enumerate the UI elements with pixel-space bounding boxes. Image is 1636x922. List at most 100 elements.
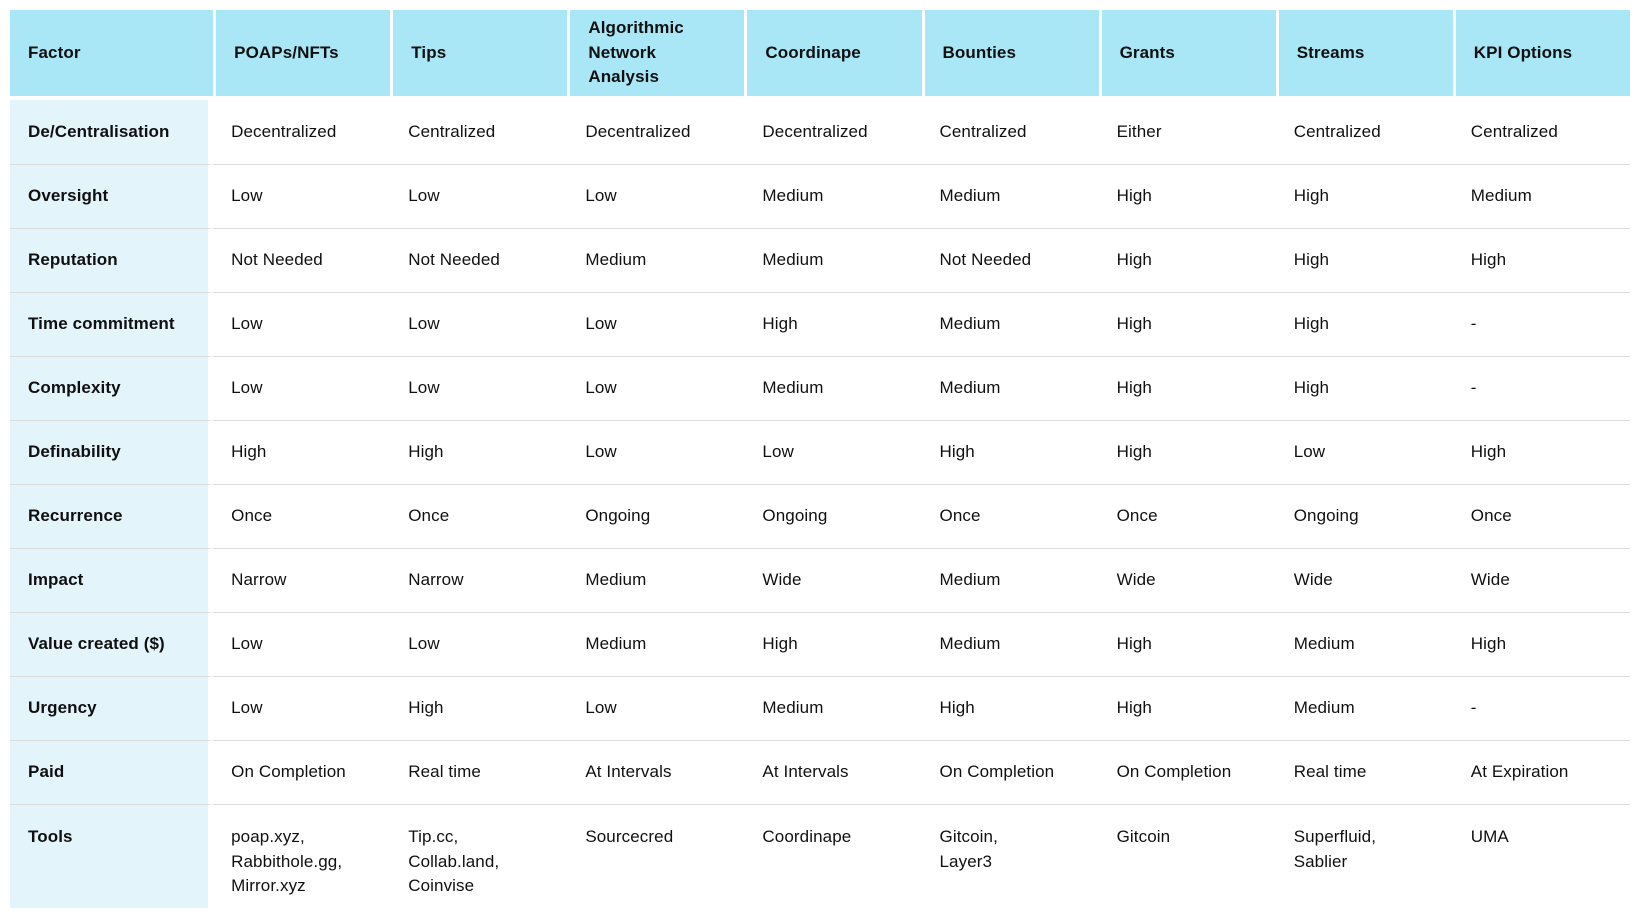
table-cell: Low	[213, 675, 391, 740]
table-cell: Centralized	[921, 99, 1099, 164]
table-cell: High	[744, 611, 922, 676]
table-cell: At Expiration	[1452, 739, 1630, 804]
table-cell: Coordinape	[744, 803, 922, 908]
table-cell: Ongoing	[567, 483, 745, 548]
table-row: Oversight Low Low Low Medium Medium High High Me…	[10, 163, 1630, 228]
table-cell: Low	[213, 291, 391, 356]
table-cell: High	[1098, 611, 1276, 676]
table-cell: Centralized	[1452, 99, 1630, 164]
table-cell: Decentralized	[213, 99, 391, 164]
column-header: Tips	[390, 10, 568, 100]
table-cell: Low	[213, 163, 391, 228]
table-row: Impact Narrow Narrow Medium Wide Medium Wide Wi…	[10, 547, 1630, 612]
table-cell: Decentralized	[567, 99, 745, 164]
table-row: Value created ($) Low Low Medium High Medium H…	[10, 611, 1630, 676]
table-cell: Centralized	[390, 99, 568, 164]
table-cell: Low	[744, 419, 922, 484]
factor-label: Definability	[10, 419, 214, 484]
table-cell: Low	[213, 355, 391, 420]
table-cell: Low	[567, 675, 745, 740]
column-header-factor: Factor	[10, 10, 214, 100]
table-cell: Not Needed	[213, 227, 391, 292]
table-cell: Low	[390, 291, 568, 356]
table-cell: Medium	[1275, 611, 1453, 676]
table-cell: Not Needed	[921, 227, 1099, 292]
table-cell: High	[1098, 227, 1276, 292]
table-cell: Medium	[744, 355, 922, 420]
column-header: KPI Options	[1452, 10, 1630, 100]
table-cell: High	[1452, 227, 1630, 292]
table-cell: High	[921, 675, 1099, 740]
table-cell: Medium	[744, 675, 922, 740]
table-cell: Low	[1275, 419, 1453, 484]
table-cell: Medium	[921, 163, 1099, 228]
comparison-table: Factor POAPs/NFTs Tips Algorithmic Network …	[10, 10, 1630, 908]
table-cell: Real time	[390, 739, 568, 804]
column-header: Coordinape	[744, 10, 922, 100]
table-cell: Not Needed	[390, 227, 568, 292]
table-cell: On Completion	[921, 739, 1099, 804]
column-header: Algorithmic Network Analysis	[567, 10, 745, 100]
table-cell: Narrow	[213, 547, 391, 612]
factor-label: Tools	[10, 803, 214, 908]
table-cell: High	[390, 675, 568, 740]
table-row: Time commitment Low Low Low High Medium High Hi…	[10, 291, 1630, 356]
table-cell: At Intervals	[567, 739, 745, 804]
table-cell: poap.xyz, Rabbithole.gg, Mirror.xyz	[213, 803, 391, 908]
table-row: Definability High High Low Low High High Low Hig…	[10, 419, 1630, 484]
table-cell: Wide	[1098, 547, 1276, 612]
table-cell: Low	[567, 355, 745, 420]
table-cell: Medium	[921, 547, 1099, 612]
factor-label: Reputation	[10, 227, 214, 292]
table-cell: High	[213, 419, 391, 484]
table-cell: On Completion	[1098, 739, 1276, 804]
table-cell: Medium	[567, 547, 745, 612]
table-cell: Medium	[921, 611, 1099, 676]
table-cell: Medium	[921, 355, 1099, 420]
table-cell: High	[1452, 611, 1630, 676]
table-cell: On Completion	[213, 739, 391, 804]
table-row: Tools poap.xyz, Rabbithole.gg, Mirror.xyz…	[10, 803, 1630, 908]
table-cell: Once	[213, 483, 391, 548]
table-cell: High	[921, 419, 1099, 484]
table-cell: Low	[567, 163, 745, 228]
table-row: Recurrence Once Once Ongoing Ongoing Once Once…	[10, 483, 1630, 548]
factor-label: Value created ($)	[10, 611, 214, 676]
table-cell: Either	[1098, 99, 1276, 164]
table-cell: Low	[213, 611, 391, 676]
table-cell: High	[390, 419, 568, 484]
table-cell: Low	[390, 355, 568, 420]
table-cell: UMA	[1452, 803, 1630, 908]
table-cell: Narrow	[390, 547, 568, 612]
table-cell: Medium	[744, 163, 922, 228]
table-cell: Medium	[1452, 163, 1630, 228]
table-cell: High	[1275, 291, 1453, 356]
column-header: Grants	[1098, 10, 1276, 100]
table-cell: Medium	[1275, 675, 1453, 740]
table-body: De/Centralisation Decentralized Centralize…	[10, 99, 1630, 908]
table-cell: Superfluid, Sablier	[1275, 803, 1453, 908]
table-cell: Low	[567, 419, 745, 484]
header-row: Factor POAPs/NFTs Tips Algorithmic Network …	[10, 10, 1630, 100]
table-cell: Low	[390, 163, 568, 228]
table-cell: High	[1275, 355, 1453, 420]
table-cell: High	[1098, 291, 1276, 356]
table-row: Paid On Completion Real time At Intervals At…	[10, 739, 1630, 804]
table-row: Reputation Not Needed Not Needed Medium Medi…	[10, 227, 1630, 292]
table-cell: High	[1275, 163, 1453, 228]
table-cell: Low	[567, 291, 745, 356]
table-cell: Sourcecred	[567, 803, 745, 908]
column-header: Bounties	[921, 10, 1099, 100]
table-cell: Real time	[1275, 739, 1453, 804]
table-cell: High	[1098, 675, 1276, 740]
table-cell: Tip.cc, Collab.land, Coinvise	[390, 803, 568, 908]
factor-label: Urgency	[10, 675, 214, 740]
table-cell: -	[1452, 291, 1630, 356]
table-cell: Medium	[744, 227, 922, 292]
table-cell: Medium	[567, 611, 745, 676]
column-header: POAPs/NFTs	[213, 10, 391, 100]
factor-label: Impact	[10, 547, 214, 612]
table-cell: At Intervals	[744, 739, 922, 804]
table-cell: Once	[390, 483, 568, 548]
